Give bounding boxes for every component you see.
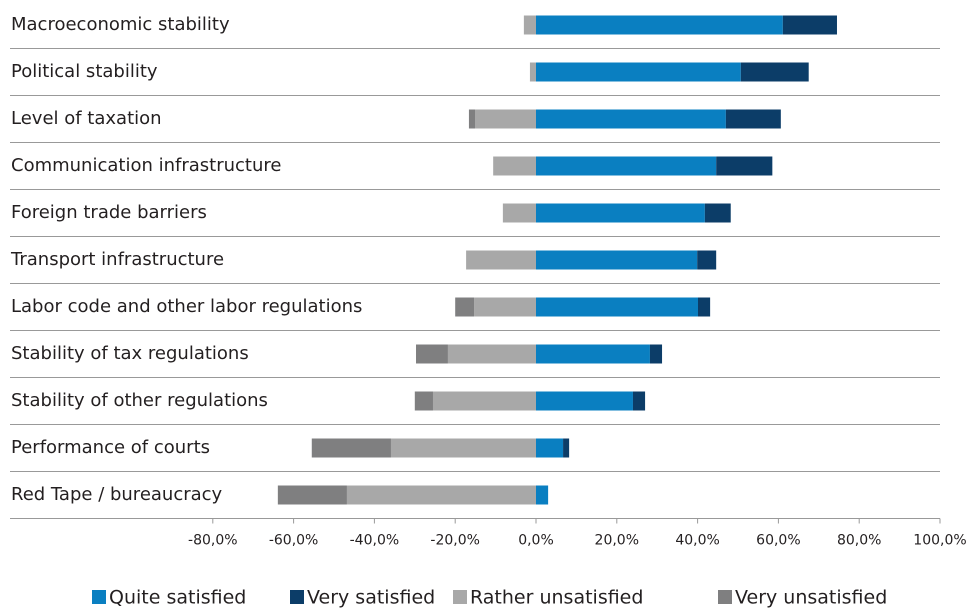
category-label: Communication infrastructure: [11, 155, 281, 176]
bar-segment: [455, 297, 475, 317]
bar-segment: [536, 391, 633, 411]
category-label: Labor code and other labor regulations: [11, 296, 362, 317]
bar-segment: [740, 62, 809, 82]
legend-label: Very satisfied: [307, 587, 435, 609]
bar-segment: [523, 15, 536, 35]
bar-segment: [536, 109, 726, 129]
x-tick-label: -20,0%: [430, 533, 480, 549]
x-tick-label: -60,0%: [269, 533, 319, 549]
bar-segment: [704, 203, 731, 223]
category-label: Macroeconomic stability: [11, 14, 230, 35]
x-tick-label: 20,0%: [595, 533, 639, 549]
bar-segment: [725, 109, 781, 129]
legend-swatch: [92, 590, 106, 604]
x-tick-label: 100,0%: [913, 533, 966, 549]
x-tick-label: -80,0%: [188, 533, 238, 549]
bar-segment: [649, 344, 663, 364]
bar-segment: [536, 250, 698, 270]
bar-segment: [782, 15, 837, 35]
bar-segment: [390, 438, 536, 458]
bar-segment: [536, 297, 699, 317]
category-label: Level of taxation: [11, 108, 162, 129]
category-label: Foreign trade barriers: [11, 202, 207, 223]
x-tick-label: 60,0%: [756, 533, 800, 549]
bar-segment: [466, 250, 536, 270]
legend-swatch: [453, 590, 467, 604]
category-label: Stability of tax regulations: [11, 343, 249, 364]
bar-segment: [493, 156, 536, 176]
bar-segment: [716, 156, 773, 176]
x-tick-label: 80,0%: [837, 533, 881, 549]
bar-segment: [468, 109, 475, 129]
bar-segment: [474, 297, 536, 317]
bar-segment: [447, 344, 536, 364]
bar-segment: [563, 438, 570, 458]
bar-segment: [529, 62, 536, 82]
category-label: Red Tape / bureaucracy: [11, 484, 223, 505]
bar-segment: [536, 438, 564, 458]
bar-segment: [697, 250, 717, 270]
category-label: Transport infrastructure: [10, 249, 224, 270]
category-label: Political stability: [11, 61, 158, 82]
bar-segment: [311, 438, 391, 458]
legend-label: Rather unsatisfied: [470, 587, 643, 609]
bar-segment: [346, 485, 536, 505]
bar-segment: [536, 15, 783, 35]
x-tick-label: -40,0%: [350, 533, 400, 549]
legend-label: Quite satisfied: [109, 587, 246, 609]
bar-segment: [414, 391, 433, 411]
legend-swatch: [718, 590, 732, 604]
bar-segment: [536, 156, 717, 176]
bar-segment: [416, 344, 448, 364]
bar-segment: [502, 203, 536, 223]
bar-segment: [536, 485, 549, 505]
bar-segment: [536, 203, 705, 223]
bar-segment: [277, 485, 347, 505]
bar-segment: [698, 297, 711, 317]
x-tick-label: 0,0%: [518, 533, 554, 549]
x-tick-label: 40,0%: [675, 533, 719, 549]
bar-segment: [432, 391, 536, 411]
bar-segment: [536, 344, 650, 364]
bar-segment: [536, 62, 741, 82]
bar-segment: [474, 109, 536, 129]
legend-label: Very unsatisfied: [735, 587, 887, 609]
legend-swatch: [290, 590, 304, 604]
category-label: Performance of courts: [11, 437, 210, 458]
category-label: Stability of other regulations: [11, 390, 268, 411]
bar-segment: [632, 391, 646, 411]
